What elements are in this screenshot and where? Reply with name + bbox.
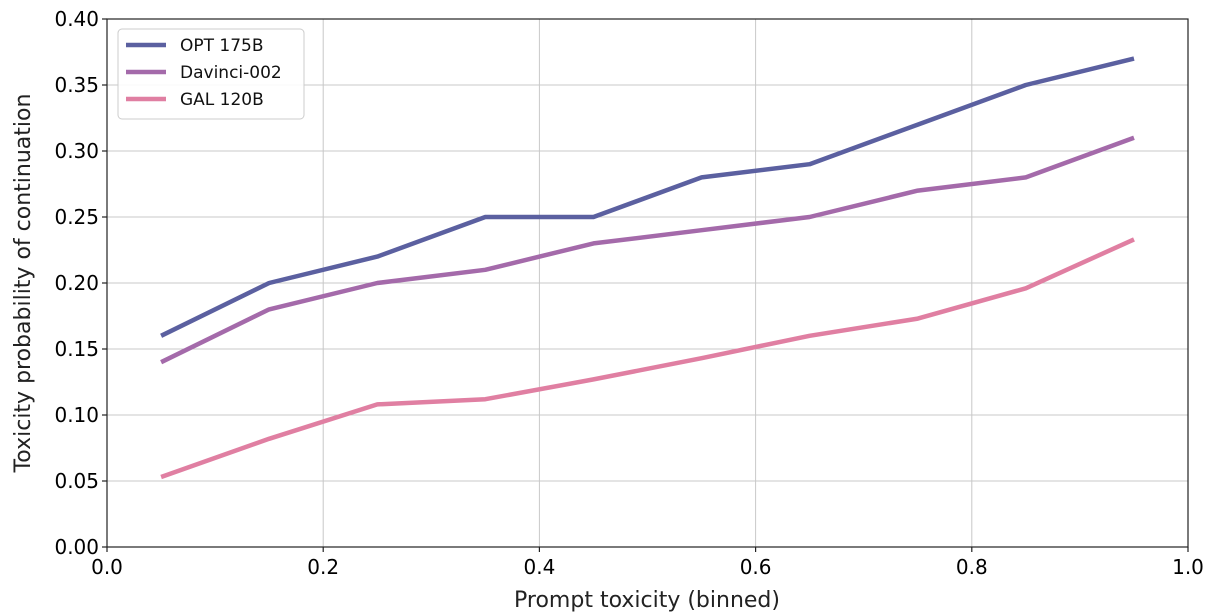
y-tick-label: 0.15 bbox=[54, 337, 99, 361]
y-tick-label: 0.25 bbox=[54, 205, 99, 229]
legend: OPT 175B Davinci-002 GAL 120B bbox=[117, 28, 305, 120]
legend-label: GAL 120B bbox=[180, 90, 264, 110]
y-tick-label: 0.10 bbox=[54, 403, 99, 427]
y-tick-labels: 0.00 0.05 0.10 0.15 0.20 0.25 0.30 0.35 0.40 bbox=[54, 7, 107, 559]
series-line-davinci-002 bbox=[160, 135, 1135, 365]
y-tick-label: 0.05 bbox=[54, 469, 99, 493]
x-tick-label: 0.2 bbox=[307, 555, 339, 579]
y-tick-label: 0.35 bbox=[54, 73, 99, 97]
y-tick-label: 0.30 bbox=[54, 139, 99, 163]
x-tick-label: 1.0 bbox=[1172, 555, 1204, 579]
x-tick-label: 0.6 bbox=[740, 555, 772, 579]
y-tick-label: 0.40 bbox=[54, 7, 99, 31]
legend-items: OPT 175B Davinci-002 GAL 120B bbox=[126, 36, 282, 110]
x-tick-label: 0.8 bbox=[956, 555, 988, 579]
x-tick-label: 0.4 bbox=[523, 555, 555, 579]
x-axis-title: Prompt toxicity (binned) bbox=[514, 588, 780, 613]
series-line-opt-175b bbox=[160, 56, 1135, 338]
series-lines bbox=[160, 56, 1135, 480]
legend-box bbox=[117, 28, 305, 120]
x-tick-label: 0.0 bbox=[91, 555, 123, 579]
legend-label: OPT 175B bbox=[180, 36, 264, 56]
y-tick-label: 0.00 bbox=[54, 535, 99, 559]
series-line-gal-120b bbox=[160, 237, 1135, 480]
y-tick-label: 0.20 bbox=[54, 271, 99, 295]
x-tick-labels: 0.0 0.2 0.4 0.6 0.8 1.0 bbox=[91, 547, 1204, 579]
legend-label: Davinci-002 bbox=[180, 63, 282, 83]
y-axis-title: Toxicity probability of continuation bbox=[11, 94, 36, 474]
